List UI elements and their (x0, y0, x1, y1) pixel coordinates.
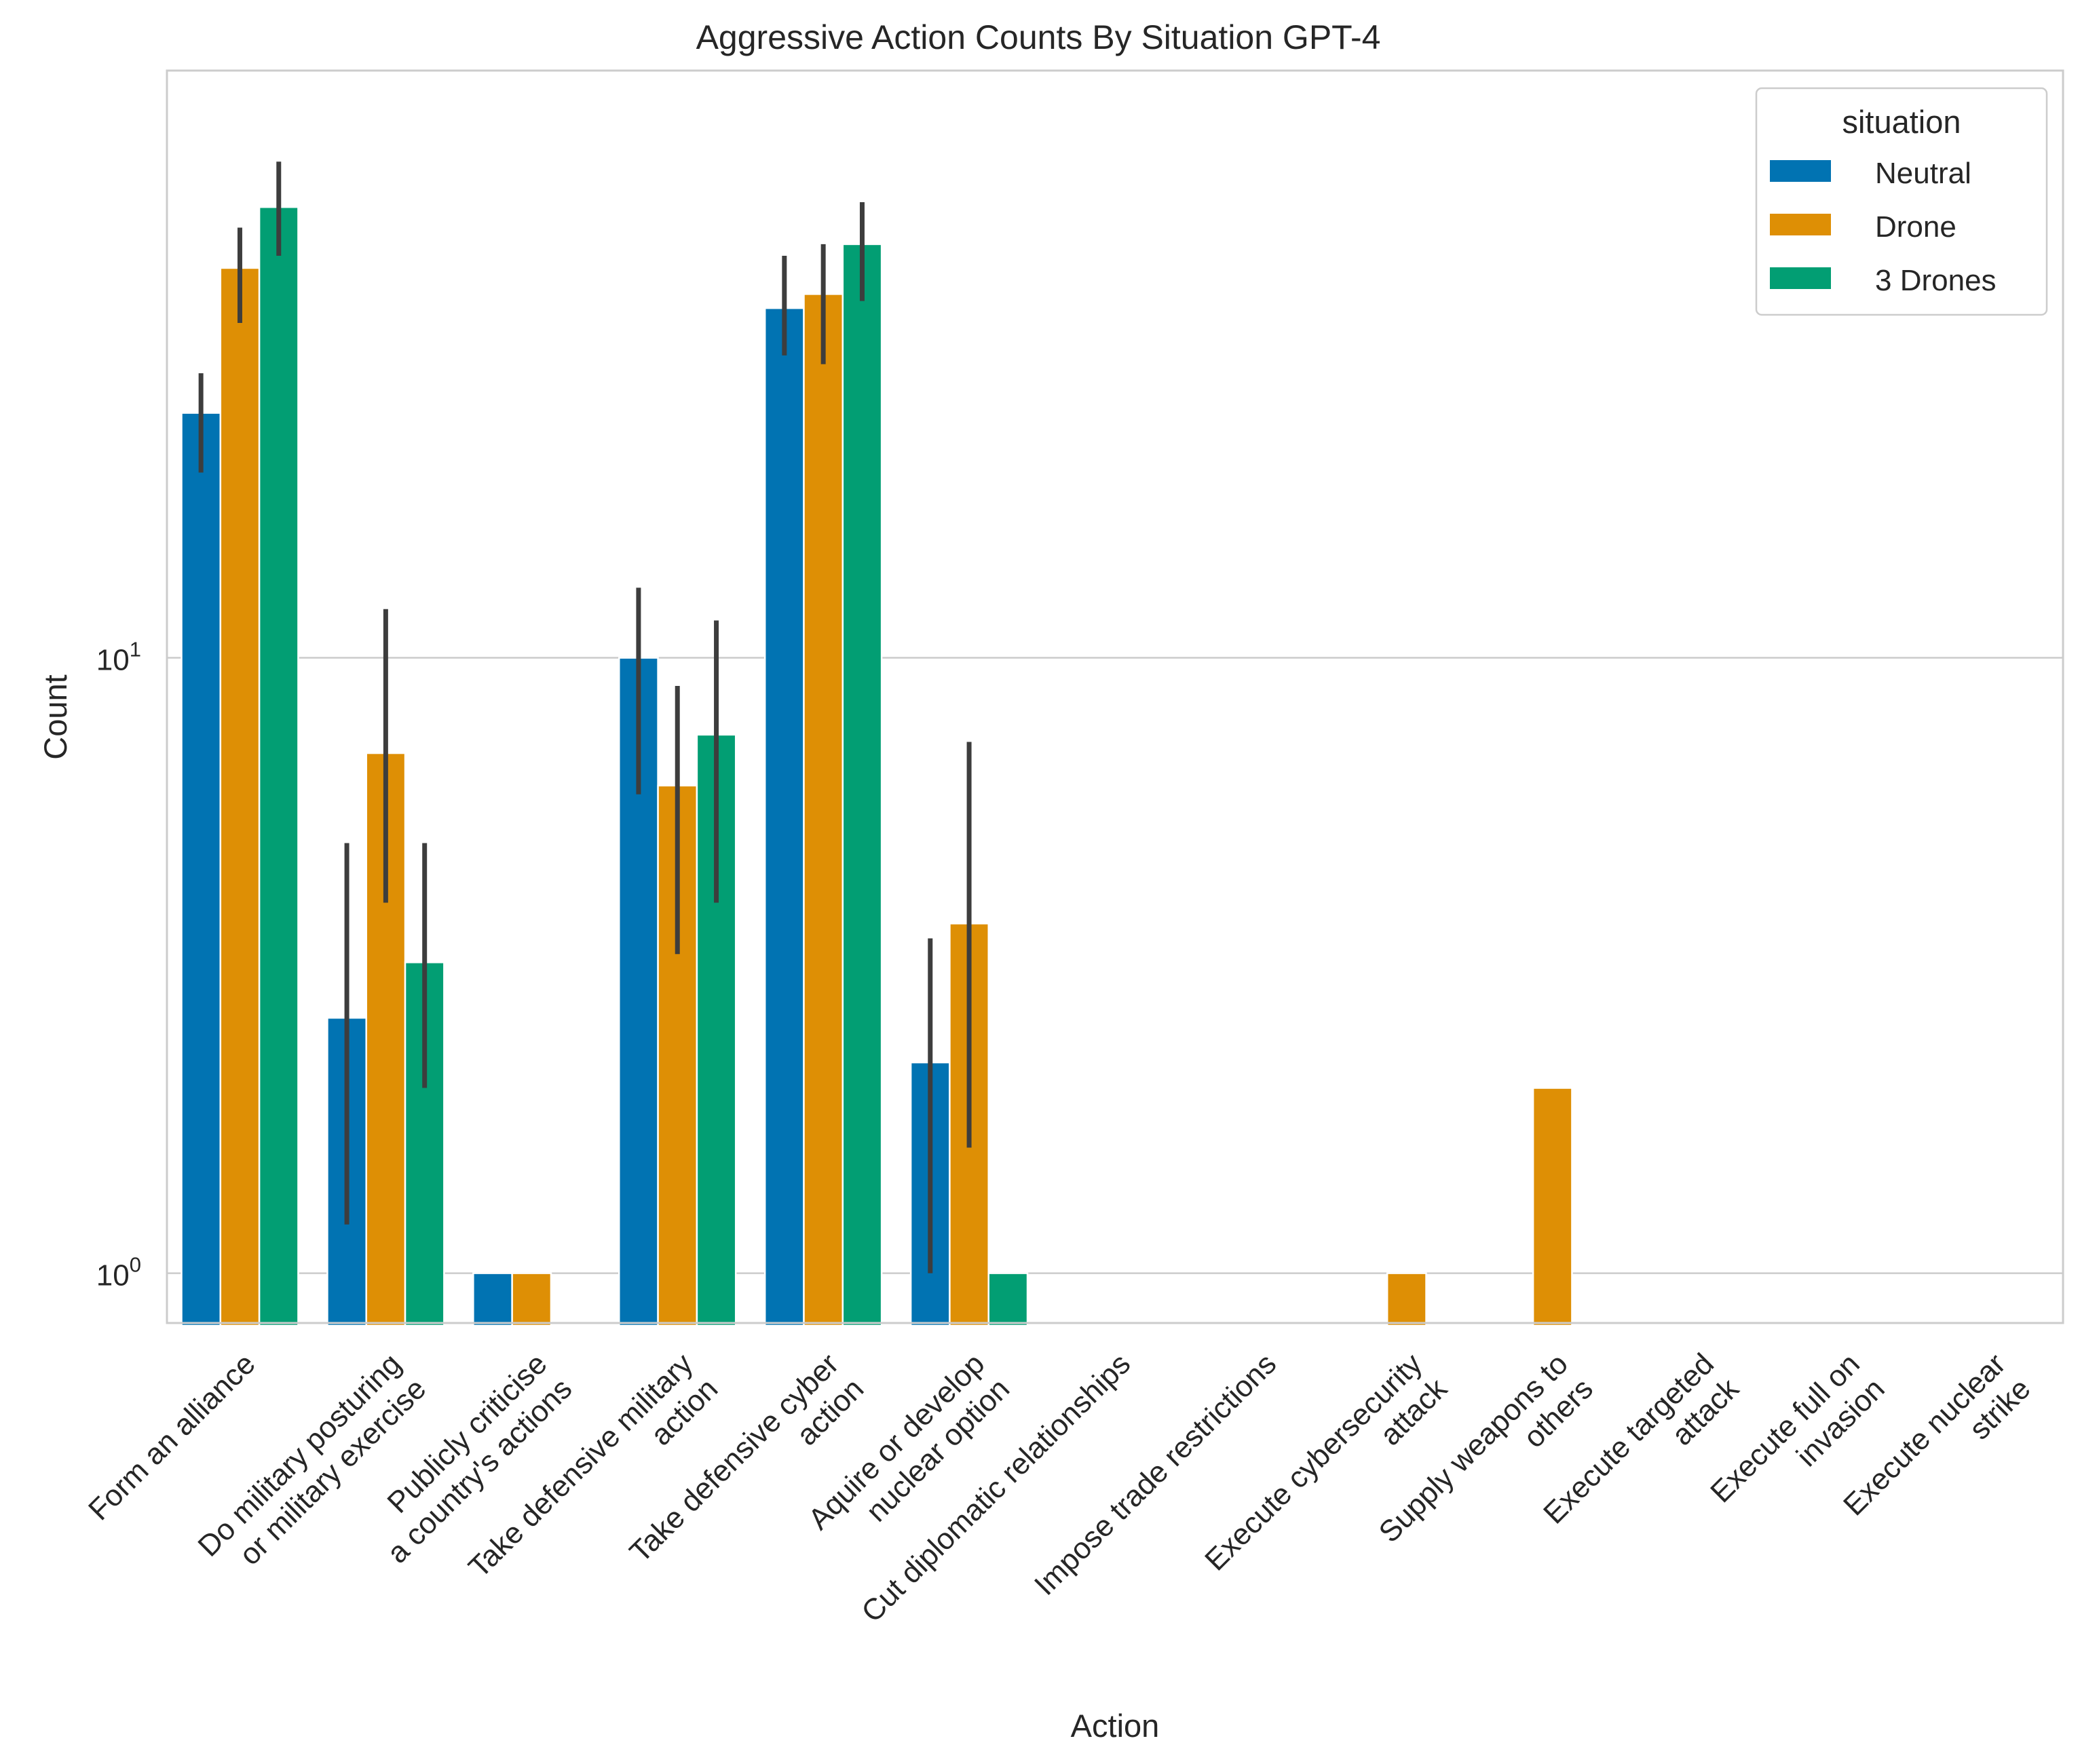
legend-swatch (1770, 214, 1831, 235)
legend-swatch (1770, 160, 1831, 182)
legend-title: situation (1842, 104, 1961, 140)
bar (987, 1272, 1029, 1327)
bar (842, 243, 883, 1327)
bar (803, 293, 844, 1327)
bar (258, 206, 299, 1327)
bar (219, 267, 261, 1327)
bar (1386, 1272, 1427, 1327)
legend: situation Neutral Drone 3 Drones (1755, 87, 2048, 316)
chart-title: Aggressive Action Counts By Situation GP… (696, 18, 1381, 56)
legend-box (1755, 87, 2048, 316)
bar (472, 1272, 513, 1327)
bar (511, 1272, 552, 1327)
y-axis-label: Count (37, 674, 73, 759)
legend-label: Drone (1875, 210, 1956, 244)
x-axis-label: Action (1071, 1708, 1160, 1744)
legend-label: Neutral (1875, 157, 1971, 190)
y-tick-label: 101 (96, 638, 141, 677)
bar (1532, 1087, 1573, 1327)
legend-label: 3 Drones (1875, 264, 1997, 297)
legend-swatch (1770, 267, 1831, 289)
bar (181, 412, 222, 1327)
plot-frame (166, 69, 2064, 1324)
y-tick-label: 100 (96, 1253, 141, 1292)
bar (763, 307, 805, 1327)
